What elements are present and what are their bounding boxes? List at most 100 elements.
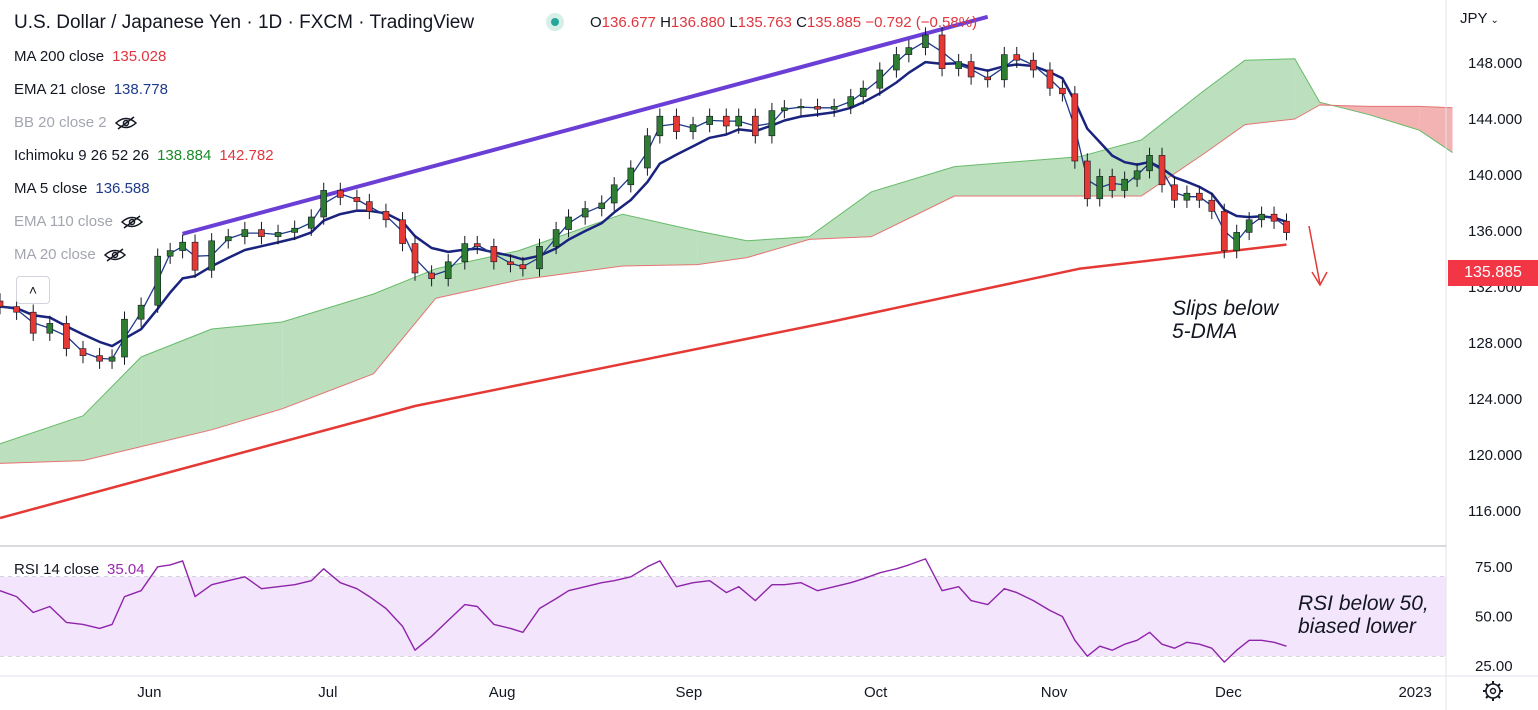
eye-off-icon[interactable] <box>120 214 143 229</box>
price-tick-label: 144.000 <box>1468 111 1522 128</box>
chevron-down-icon: ⌄ <box>1490 15 1499 26</box>
candle-body <box>179 241 186 251</box>
last-price-tag: 135.885 <box>1448 260 1538 286</box>
legend-ema21[interactable]: EMA 21 close 138.778 <box>14 81 168 98</box>
candle-body <box>1220 211 1228 251</box>
candle-body <box>1258 213 1265 221</box>
candle-body <box>644 135 651 169</box>
ichimoku-cloud-segment <box>83 357 142 461</box>
legend-rsi[interactable]: RSI 14 close 35.04 <box>14 561 145 578</box>
candle-body <box>461 243 469 263</box>
time-tick-label: Aug <box>489 684 516 701</box>
legend-label: BB 20 close 2 <box>14 114 107 131</box>
senkou-a-line <box>0 58 1453 445</box>
candle-body <box>1096 176 1104 200</box>
currency-menu[interactable]: JPY ⌄ <box>1460 10 1499 27</box>
candle-body <box>656 115 664 137</box>
candle-body <box>291 227 298 233</box>
down-arrow-annotation <box>1308 225 1328 287</box>
ichimoku-cloud-segment <box>622 214 698 266</box>
candle-body <box>735 115 743 127</box>
candle-body <box>905 47 913 55</box>
legend-value-2: 142.782 <box>219 147 274 164</box>
candle-body <box>955 61 962 69</box>
candle-body <box>1071 93 1079 162</box>
candle-body <box>154 255 161 306</box>
ichimoku-cloud-segment <box>518 214 623 280</box>
legend-label: Ichimoku 9 26 52 26 <box>14 147 150 164</box>
candle-body <box>0 300 4 307</box>
candle-body <box>13 306 20 313</box>
candle-body <box>1171 184 1178 201</box>
candle-body <box>166 250 174 257</box>
candle-body <box>797 106 805 109</box>
ichimoku-cloud-segment <box>697 231 747 265</box>
candle-body <box>922 34 929 48</box>
candle-body <box>336 190 344 198</box>
eye-off-icon[interactable] <box>114 115 137 130</box>
candle-body <box>673 115 680 132</box>
candle-body <box>598 202 606 209</box>
candle-body <box>1030 59 1037 71</box>
candle-body <box>63 323 70 349</box>
gear-icon[interactable] <box>1483 681 1503 701</box>
price-tick-label: 136.000 <box>1468 223 1522 240</box>
legend-ma20[interactable]: MA 20 close <box>14 246 126 263</box>
price-tick-label: 128.000 <box>1468 335 1522 352</box>
candle-body <box>565 216 572 230</box>
legend-bb20[interactable]: BB 20 close 2 <box>14 114 137 131</box>
candle-body <box>411 243 419 274</box>
collapse-legend-button[interactable]: ˄ <box>16 276 50 304</box>
rsi-annotation: RSI below 50, biased lower <box>1298 592 1429 638</box>
candle-body <box>1245 219 1253 233</box>
ma200-line <box>0 243 1287 520</box>
legend-label: MA 20 close <box>14 246 96 263</box>
price-tick-label: 120.000 <box>1468 447 1522 464</box>
legend-ma5[interactable]: MA 5 close 136.588 <box>14 180 150 197</box>
legend-ma200[interactable]: MA 200 close 135.028 <box>14 48 166 65</box>
ichimoku-cloud-segment <box>871 166 955 237</box>
open-value: 136.677 <box>601 14 656 31</box>
currency-label: JPY <box>1460 10 1488 27</box>
candle-body <box>473 243 481 247</box>
candle-body <box>399 219 406 244</box>
legend-label: EMA 110 close <box>14 213 113 230</box>
legend-ichimoku[interactable]: Ichimoku 9 26 52 26 138.884 142.782 <box>14 147 274 164</box>
candle-body <box>258 229 265 237</box>
candle-body <box>191 241 199 271</box>
candle-body <box>1283 220 1290 233</box>
time-tick-label: Jun <box>137 684 161 701</box>
eye-off-icon[interactable] <box>103 247 126 262</box>
ichimoku-cloud-segment <box>435 250 519 299</box>
price-tick-label: 124.000 <box>1468 391 1522 408</box>
rsi-tick-label: 25.00 <box>1475 658 1513 675</box>
low-label: L <box>729 14 738 31</box>
candle-body <box>307 216 315 229</box>
ichimoku-cloud-segment <box>1294 58 1320 119</box>
candle-body <box>1059 87 1066 95</box>
candle-body <box>876 69 884 89</box>
candle-body <box>1270 213 1278 222</box>
ichimoku-cloud-segment <box>0 415 83 464</box>
legend-value: 136.588 <box>95 180 150 197</box>
ichimoku-cloud-segment <box>1141 91 1204 196</box>
price-tick-label: 116.000 <box>1468 503 1521 520</box>
candle-body <box>79 348 87 356</box>
legend-ema110[interactable]: EMA 110 close <box>14 213 143 230</box>
candle-body <box>938 34 946 69</box>
candle-body <box>781 107 788 111</box>
candle-body <box>366 201 373 212</box>
legend-value: 138.778 <box>113 81 168 98</box>
time-tick-label: Oct <box>864 684 888 701</box>
candle-body <box>552 229 560 247</box>
time-tick-label: Nov <box>1041 684 1068 701</box>
candle-body <box>1084 160 1091 200</box>
price-annotation: Slips below 5-DMA <box>1172 297 1279 343</box>
ichimoku-cloud-segment <box>373 268 436 374</box>
low-value: 135.763 <box>737 14 792 31</box>
ichimoku-cloud-segment <box>1419 106 1453 153</box>
legend-label: EMA 21 close <box>14 81 106 98</box>
ichimoku-cloud-segment <box>1203 60 1245 155</box>
candle-body <box>519 264 527 270</box>
